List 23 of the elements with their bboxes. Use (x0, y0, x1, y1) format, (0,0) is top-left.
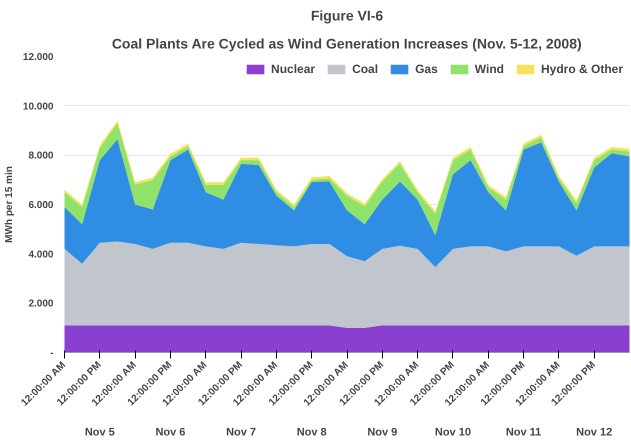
y-tick-label: 10.000 (22, 101, 54, 112)
x2-tick-label: Nov 6 (155, 426, 186, 438)
y-tick-label: 6.000 (28, 200, 54, 211)
y-axis-title: MWh per 15 min (4, 166, 15, 243)
x2-tick-label: Nov 8 (296, 426, 327, 438)
x2-tick-label: Nov 7 (226, 426, 256, 438)
chart-subtitle: Coal Plants Are Cycled as Wind Generation Increases (Nov. 5-12, 2008) (112, 36, 582, 52)
x2-tick-label: Nov 9 (367, 426, 398, 438)
x2-tick-label: Nov 5 (84, 426, 115, 438)
y-tick-label: 2.000 (28, 298, 54, 310)
legend-label: Wind (474, 62, 504, 76)
y-tick-label: 4.000 (28, 249, 54, 260)
legend-label: Coal (352, 62, 378, 76)
legend-label: Gas (415, 62, 438, 76)
x2-tick-label: Nov 10 (434, 426, 471, 438)
y-tick-label: 8.000 (28, 150, 54, 162)
y-tick-label: 12.000 (22, 52, 54, 63)
x2-tick-label: Nov 12 (576, 426, 612, 438)
legend-label: Hydro & Other (540, 62, 623, 76)
legend-label: Nuclear (271, 62, 316, 76)
x2-tick-label: Nov 11 (506, 426, 542, 438)
y-tick-label: - (50, 348, 54, 359)
chart-title: Figure VI-6 (310, 8, 384, 24)
